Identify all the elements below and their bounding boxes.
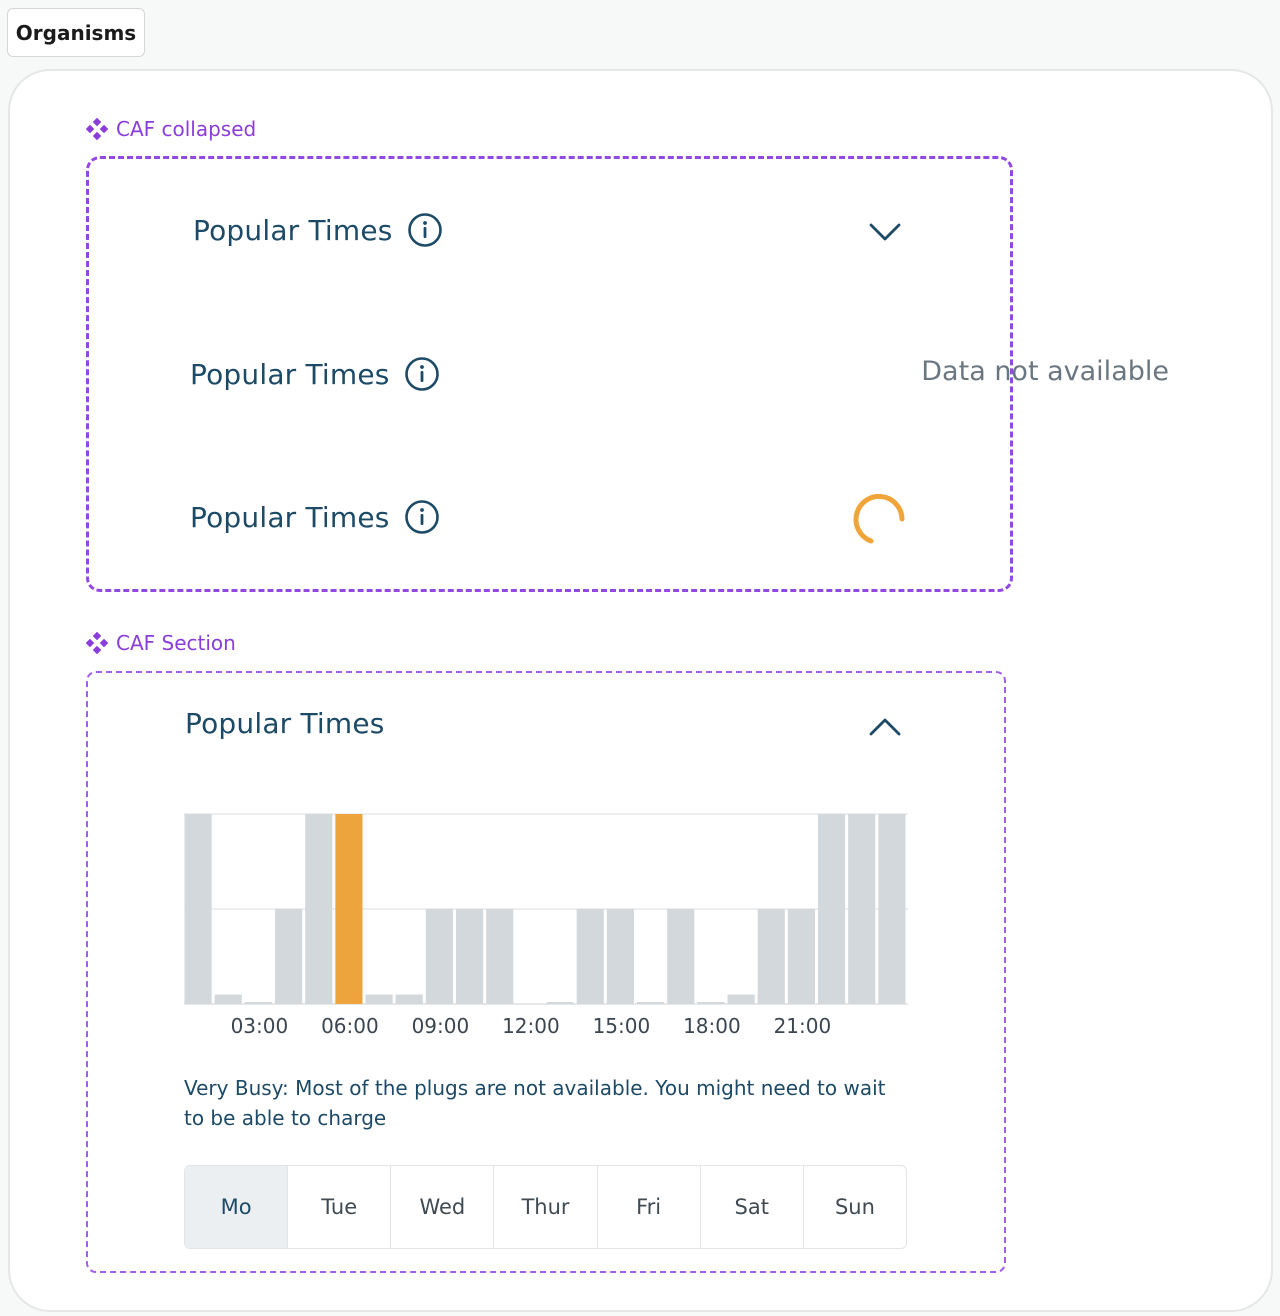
chart-tick-label: 12:00: [502, 1014, 560, 1038]
chart-bar[interactable]: [878, 814, 906, 1004]
chart-bar[interactable]: [757, 909, 785, 1004]
chart-tick-label: 15:00: [592, 1014, 651, 1038]
chart-bar-current[interactable]: [335, 814, 363, 1004]
info-icon[interactable]: [404, 356, 440, 392]
chart-bar[interactable]: [606, 909, 634, 1004]
popular-times-title: Popular Times: [190, 500, 390, 534]
component-diamond-icon: [86, 118, 108, 140]
chart-tick-label: 06:00: [321, 1014, 379, 1038]
chart-bar[interactable]: [667, 909, 695, 1004]
chart-tick-label: 21:00: [773, 1014, 832, 1038]
info-icon[interactable]: [407, 212, 443, 248]
organisms-tab[interactable]: Organisms: [7, 8, 145, 57]
canvas: [8, 69, 1273, 1312]
popular-times-row-3: Popular Times: [190, 499, 440, 535]
day-tab-sun[interactable]: Sun: [834, 1195, 875, 1219]
chart-tick-label: 09:00: [411, 1014, 470, 1038]
day-tab-wed[interactable]: Wed: [391, 1166, 495, 1248]
chart-bar[interactable]: [727, 994, 755, 1005]
day-tab-fri[interactable]: Fri: [598, 1166, 701, 1248]
chart-bar[interactable]: [305, 814, 333, 1004]
popular-times-row-1[interactable]: Popular Times: [193, 212, 443, 248]
caf-section-frame: [86, 671, 1006, 1273]
chart-bar[interactable]: [486, 909, 514, 1004]
popular-times-title: Popular Times: [185, 707, 385, 740]
caf-collapsed-frame: [86, 156, 1013, 592]
chart-bar[interactable]: [697, 1002, 725, 1004]
chart-tick-label: 03:00: [230, 1014, 289, 1038]
chart-bar[interactable]: [637, 1002, 665, 1004]
popular-times-title: Popular Times: [193, 213, 393, 247]
popular-times-row-2: Popular Times: [190, 356, 440, 392]
component-diamond-icon: [86, 632, 108, 654]
chevron-down-icon[interactable]: [867, 213, 903, 249]
chart-bar[interactable]: [546, 1002, 574, 1004]
day-tab-mo[interactable]: Mo: [185, 1166, 289, 1248]
caf-collapsed-label: CAF collapsed: [86, 117, 256, 141]
chart-bar[interactable]: [848, 814, 876, 1004]
data-not-available-text: Data not available: [921, 356, 1169, 387]
chart-bar[interactable]: [787, 909, 815, 1004]
chart-bar[interactable]: [214, 994, 242, 1005]
chart-bar[interactable]: [275, 909, 303, 1004]
day-tab-tue[interactable]: Tue: [288, 1166, 392, 1248]
chart-bar[interactable]: [184, 814, 212, 1004]
chart-bar[interactable]: [425, 909, 453, 1004]
caf-collapsed-text: CAF collapsed: [116, 117, 257, 141]
loading-spinner-icon: [853, 493, 905, 544]
chart-bar[interactable]: [244, 1002, 272, 1004]
popular-times-title: Popular Times: [190, 357, 390, 391]
caf-section-label: CAF Section: [86, 631, 236, 655]
chart-bar[interactable]: [456, 909, 484, 1004]
chart-tick-label: 18:00: [683, 1014, 741, 1038]
busy-description: Very Busy: Most of the plugs are not ava…: [184, 1076, 886, 1130]
chart-bar[interactable]: [365, 994, 393, 1005]
info-icon[interactable]: [404, 499, 440, 535]
day-selector: Mo Tue Wed Thur Fri Sat Sun: [184, 1165, 907, 1249]
chart-bar[interactable]: [576, 909, 604, 1004]
caf-section-text: CAF Section: [116, 631, 236, 655]
chevron-up-icon[interactable]: [867, 708, 903, 744]
section-title: Popular Times: [185, 707, 385, 740]
popular-times-chart: [184, 813, 908, 1005]
day-tab-thur[interactable]: Thur: [494, 1166, 598, 1248]
chart-bar[interactable]: [395, 994, 423, 1005]
chart-bar[interactable]: [818, 814, 846, 1004]
day-tab-sat[interactable]: Sat: [701, 1166, 804, 1248]
